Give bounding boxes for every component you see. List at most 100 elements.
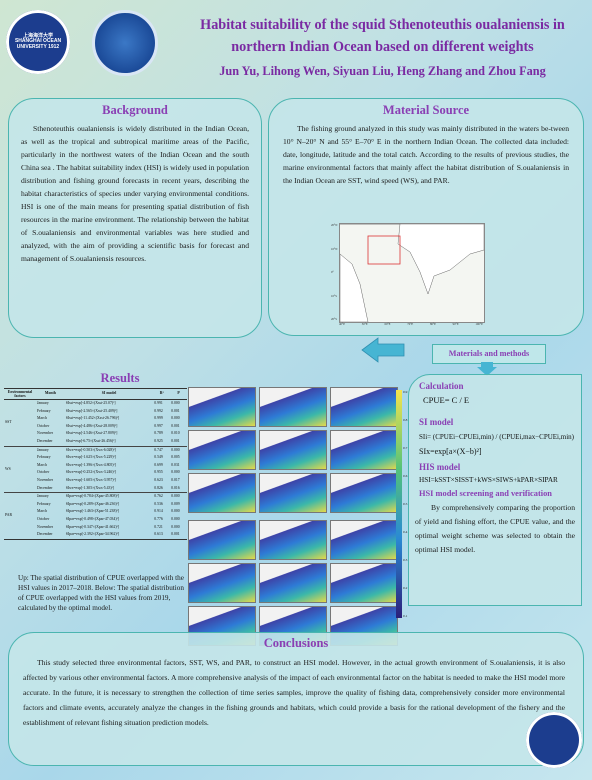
table-row: February SIpar=exp[-0.289×(Xpar-46.236)²]… [4, 501, 187, 509]
cell: November [37, 524, 54, 529]
methods-label: Materials and methods [432, 344, 546, 364]
hsi-map [330, 520, 398, 560]
cell: February [37, 501, 51, 506]
map-x-tick: 50°E [361, 322, 368, 326]
cell: SIpar=exp[-0.784×(Xpar-45.808)²] [64, 492, 154, 501]
hsi-formula: HSI=kSST×SISST+kWS×SIWS+kPAR×SIPAR [419, 476, 558, 484]
si-formula-2: SIx=exp[a×(X−b)²] [419, 447, 482, 456]
material-text: The fishing ground analyzed in this stud… [283, 124, 569, 185]
left-arrow-icon [361, 337, 405, 363]
cell: 0.031 [171, 462, 180, 467]
cell: November [37, 431, 54, 436]
map-y-tick: 20°S [331, 317, 337, 321]
cell: 0.016 [171, 485, 180, 490]
cell: December [37, 532, 53, 537]
hsi-map [259, 430, 327, 470]
cell: 0.009 [171, 501, 180, 506]
map-y-tick: 10°S [331, 293, 337, 298]
th-factor: Environmental factors [4, 388, 36, 400]
cell: SIsst=exp[-4.852×(Xsst-25.07)²] [64, 398, 154, 408]
map-y-tick: 10°N [331, 246, 338, 251]
cell: 0.536 [154, 501, 163, 506]
table-row: December SIpar=exp[-2.392×(Xpar-34.962)²]… [4, 531, 187, 540]
map-svg [339, 223, 485, 323]
cell: 0.955 [154, 470, 163, 475]
cell: 0.001 [171, 408, 180, 413]
verify-heading: HSI model screening and verification [419, 489, 552, 498]
table-row: November SIpar=exp[-0.347×(Xpar-41.662)²]… [4, 524, 187, 532]
map-y-tick: 0° [331, 270, 334, 274]
title-line-1: Habitat suitability of the squid Sthenot… [200, 17, 565, 33]
authors: Jun Yu, Lihong Wen, Siyuan Liu, Heng Zha… [219, 64, 546, 78]
calc-heading: Calculation [419, 381, 464, 391]
methods-panel: Calculation CPUE= C / E SI model SIi= (C… [408, 374, 582, 606]
cell: 0.762 [153, 492, 171, 501]
cell: 0.001 [171, 423, 180, 428]
cell: SIws=exp[-1.625×(Xws-5.229)²] [65, 455, 116, 460]
cell: January [36, 445, 65, 455]
cell: SIsst=exp[-11.452×(Xsst-26.796)²] [65, 416, 120, 421]
th-month: Month [36, 388, 65, 400]
hsi-map [188, 473, 256, 513]
cell: 0.017 [171, 477, 180, 482]
table-row: November SIws=exp[-1.605×(Xws-3.957)²] 0.6… [4, 477, 187, 485]
cell: 0.613 [154, 532, 163, 537]
hsi-map [259, 520, 327, 560]
hsi-map [330, 563, 398, 603]
hsi-map [259, 387, 327, 427]
map-x-tick: 100°E [475, 322, 483, 326]
factor-cell: WS [4, 445, 36, 493]
cell: 0.000 [170, 445, 187, 455]
colorbar-tick: 0.5 [403, 502, 408, 506]
hsi-map [188, 430, 256, 470]
cell: October [37, 470, 50, 475]
cell: 0.914 [154, 509, 163, 514]
cell: SIpar=exp[-0.498×(Xpar-47.034)²] [65, 516, 120, 521]
conclusions-text: This study selected three environmental … [23, 658, 565, 727]
cell: SIws=exp[-1.396×(Xws-4.805)²] [65, 462, 116, 467]
conclusions-panel: Conclusions This study selected three en… [8, 632, 584, 766]
cell: 0.699 [154, 462, 163, 467]
table-row: December SIsst=exp[-6.75×(Xsst-26.456)²] 0… [4, 438, 187, 446]
cell: SIws=exp[-0.503×(Xws-6.028)²] [64, 445, 154, 455]
cell: 0.991 [153, 398, 171, 408]
university-logo: 上海海洋大学 SHANGHAI OCEAN UNIVERSITY 1912 [6, 10, 70, 74]
study-area-map [339, 223, 485, 323]
cell: SIpar=exp[-2.392×(Xpar-34.962)²] [65, 532, 120, 537]
map-x-tick: 90°E [452, 322, 459, 326]
study-area-box [367, 235, 401, 265]
cell: SIpar=exp[-1.463×(Xpar-51.238)²] [65, 509, 120, 514]
th-p: P [170, 388, 187, 400]
table-row: SST January SIsst=exp[-4.852×(Xsst-25.07)²… [4, 398, 187, 447]
cell: March [37, 416, 47, 421]
colorbar-tick: 0.9 [403, 390, 408, 394]
cell: 0.789 [154, 431, 163, 436]
hsi-map-grid [188, 387, 398, 646]
cell: 0.000 [170, 492, 187, 501]
background-text: Sthenoteuthis oualaniensis is widely dis… [21, 124, 249, 263]
map-x-tick: 70°E [407, 322, 414, 326]
cell: 0.747 [153, 445, 171, 455]
table-row: March SIpar=exp[-1.463×(Xpar-51.238)²] 0.9… [4, 508, 187, 516]
th-model: SI model [64, 388, 154, 400]
map-x-tick: 60°E [384, 322, 391, 326]
hsi-map [259, 473, 327, 513]
cell: 0.623 [154, 477, 163, 482]
table-row: November SIsst=exp[-2.546×(Xsst-27.809)²]… [4, 430, 187, 438]
cell: January [36, 492, 65, 501]
table-row: WS January SIws=exp[-0.503×(Xws-6.028)²] 0.… [4, 445, 187, 493]
table-row: February SIsst=exp[-2.565×(Xsst-25.409)²]… [4, 408, 187, 416]
cell: 0.826 [154, 485, 163, 490]
cell: SIsst=exp[-6.75×(Xsst-26.456)²] [65, 438, 116, 443]
si-model-table: Environmental factors Month SI model R² … [4, 388, 187, 540]
cell: SIpar=exp[-0.347×(Xpar-41.662)²] [65, 524, 120, 529]
cell: October [37, 423, 50, 428]
cell: SIsst=exp[-2.565×(Xsst-25.409)²] [65, 408, 118, 413]
hsi-colorbar [396, 390, 402, 618]
cell: 0.999 [154, 416, 163, 421]
cell: 0.000 [171, 524, 180, 529]
table-row: December SIws=exp[-1.305×(Xws-5.43)²] 0.82… [4, 485, 187, 493]
hsi-map [259, 563, 327, 603]
logo-text: 上海海洋大学 SHANGHAI OCEAN UNIVERSITY 1912 [14, 32, 62, 50]
cell: 0.000 [171, 516, 180, 521]
